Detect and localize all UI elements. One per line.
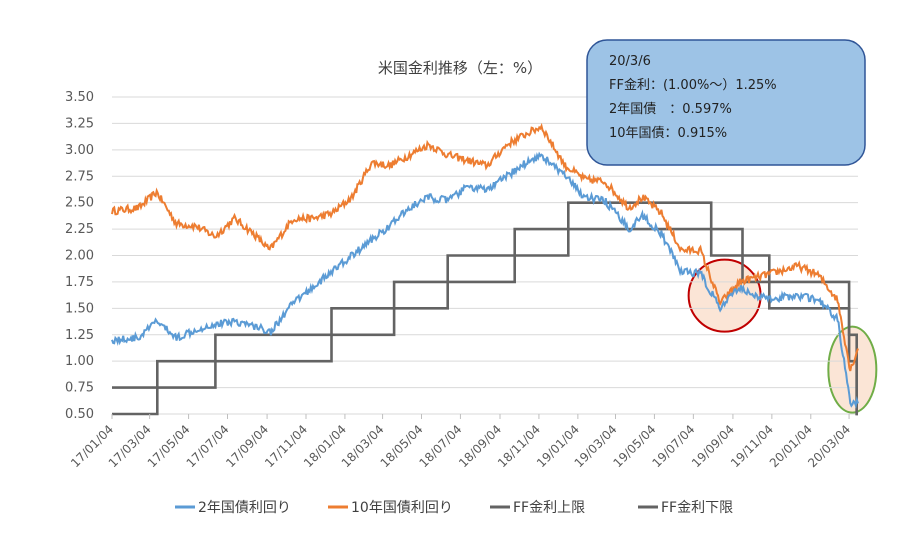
y-tick-label: 2.75 (65, 169, 94, 184)
annotation-2y-yield: 2年国債 ：0.597% (609, 102, 732, 117)
x-tick-label: 20/03/04 (805, 422, 853, 470)
series-layer (111, 122, 859, 416)
y-tick-label: 2.00 (65, 249, 94, 264)
annotation-box-bg (586, 39, 866, 166)
y-tick-label: 2.25 (65, 222, 94, 237)
annotation-ff-rate: FF金利：(1.00%～）1.25% (609, 77, 777, 93)
y-tick-label: 1.00 (65, 354, 94, 369)
y-tick-label: 0.50 (65, 407, 94, 422)
legend-label-2y: 2年国債利回り (198, 500, 291, 516)
y-tick-label: 3.50 (65, 90, 94, 105)
y-tick-label: 0.75 (65, 381, 94, 396)
y-tick-label: 1.75 (65, 275, 94, 290)
annotation-date: 20/3/6 (609, 54, 651, 69)
y-tick-label: 1.50 (65, 301, 94, 316)
legend-label-10y: 10年国債利回り (351, 500, 453, 516)
x-tick-label: 18/07/04 (417, 422, 465, 470)
series-ff-upper (112, 201, 858, 416)
highlight-ellipse-mar2020 (827, 325, 878, 414)
annotation-box: 20/3/6 FF金利：(1.00%～）1.25% 2年国債 ：0.597% 1… (586, 39, 866, 166)
annotation-10y-yield: 10年国債：0.915% (609, 126, 727, 141)
legend: 2年国債利回り 10年国債利回り FF金利上限 FF金利下限 (175, 500, 733, 516)
series-10y-yield (111, 122, 859, 372)
y-tick-label: 1.25 (65, 328, 94, 343)
y-tick-label: 3.25 (65, 116, 94, 131)
x-tick-label: 17/07/04 (184, 422, 232, 470)
legend-label-ff-lower: FF金利下限 (661, 500, 733, 516)
x-tick-label: 19/07/04 (649, 422, 697, 470)
y-tick-label: 3.00 (65, 143, 94, 158)
series-2y-yield (111, 151, 859, 409)
legend-label-ff-upper: FF金利上限 (513, 500, 585, 516)
series-ff-lower (112, 227, 858, 416)
y-tick-label: 2.50 (65, 196, 94, 211)
chart-title: 米国金利推移（左：%） (378, 59, 542, 77)
